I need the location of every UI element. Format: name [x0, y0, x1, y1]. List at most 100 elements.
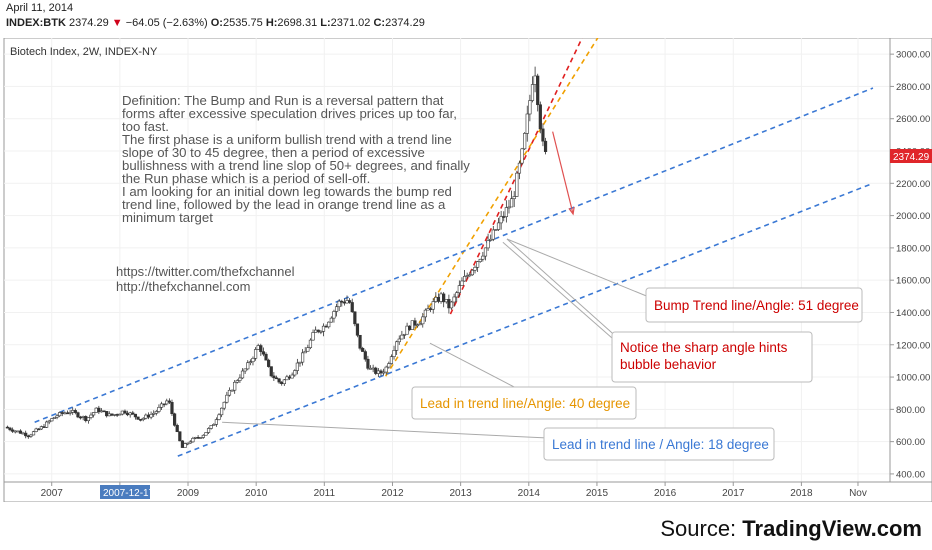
candle-body [39, 426, 43, 430]
candle-body [105, 411, 109, 417]
candle-body [165, 400, 169, 405]
candle-body [342, 301, 346, 304]
candle-body [408, 325, 412, 330]
candle-body [306, 347, 310, 352]
svg-text:Bump Trend line/Angle: 51 degr: Bump Trend line/Angle: 51 degree [654, 298, 859, 313]
y-tick-label: 600.00 [896, 437, 925, 448]
price-axis[interactable]: 400.00 600.00 800.00 1000.00 1200.00 1400.00 1… [890, 50, 930, 481]
candle-body [196, 437, 200, 439]
candle-body [280, 381, 284, 385]
candle-body [230, 389, 234, 392]
candle-body [481, 255, 485, 260]
definition-line: I am looking for an initial down leg tow… [122, 184, 452, 199]
twitter-link[interactable]: https://twitter.com/thefxchannel [116, 264, 295, 279]
svg-text:bubble behavior: bubble behavior [620, 357, 717, 372]
website-link[interactable]: http://thefxchannel.com [116, 279, 250, 294]
candle-body [366, 358, 370, 369]
candle-body [86, 417, 90, 422]
down-arrow-icon: ▼ [111, 17, 123, 29]
candle-body [436, 297, 441, 302]
candle-body [405, 325, 409, 335]
quote-line: INDEX:BTK 2374.29 ▼ −64.05 (−2.63%) O:25… [6, 17, 425, 29]
candle-body [512, 196, 516, 200]
candle-body [238, 377, 242, 381]
candle-body [509, 198, 514, 208]
candle-body [473, 266, 477, 271]
candle-body [507, 206, 511, 209]
candle-body [410, 320, 414, 330]
candle-body [541, 128, 545, 142]
candle-body [272, 375, 276, 379]
callout-sharp-angle: Notice the sharp angle hints bubble beha… [611, 331, 813, 383]
candle-body [387, 363, 391, 368]
x-tick-label: 2010 [245, 488, 268, 499]
candle-body [449, 301, 454, 309]
candle-body [13, 430, 17, 433]
candle-body [220, 407, 224, 416]
candle-body [76, 412, 80, 418]
candle-body [24, 432, 28, 437]
definition-line: too fast. [122, 119, 169, 134]
trend-line[interactable] [34, 87, 874, 424]
candle-body [42, 426, 46, 428]
candle-body [465, 275, 469, 277]
candle-body [55, 415, 59, 418]
candle-body [47, 420, 51, 423]
price-chart[interactable]: 400.00 600.00 800.00 1000.00 1200.00 1400.00 1… [0, 38, 932, 502]
candle-body [18, 430, 23, 434]
callout-lead-in-18: Lead in trend line / Angle: 18 degree [543, 427, 775, 461]
current-price-label: 2374.29 [893, 152, 930, 163]
candle-body [520, 148, 524, 164]
y-tick-label: 2000.00 [896, 211, 930, 222]
callout-lead-in-40: Lead in trend line/Angle: 40 degree [411, 386, 637, 420]
definition-line: Definition: The Bump and Run is a revers… [122, 93, 444, 108]
y-tick-label: 3000.00 [896, 50, 930, 61]
trend-line[interactable] [384, 38, 604, 377]
candle-body [413, 320, 417, 326]
candle-body [402, 333, 407, 336]
candle-body [159, 403, 164, 408]
candle-body [295, 362, 299, 371]
candle-body [60, 412, 64, 414]
x-tick-label: 2013 [450, 488, 473, 499]
candle-body [235, 380, 239, 383]
candle-body [73, 410, 77, 413]
y-tick-label: 2800.00 [896, 82, 930, 93]
candle-body [26, 435, 30, 438]
candle-body [337, 300, 341, 308]
candle-body [504, 207, 508, 218]
y-tick-label: 1000.00 [896, 373, 930, 384]
candle-body [115, 414, 119, 416]
candle-body [423, 309, 427, 318]
y-tick-label: 1600.00 [896, 276, 930, 287]
candle-body [361, 347, 365, 352]
y-tick-label: 2200.00 [896, 179, 930, 190]
candle-body [457, 285, 461, 294]
candle-body [434, 297, 438, 302]
x-tick-label: Nov [849, 488, 867, 499]
last-price: 2374.29 [68, 17, 109, 29]
candle-body [212, 424, 216, 426]
candle-body [447, 299, 451, 309]
candle-body [152, 412, 156, 415]
candle-body [120, 410, 124, 415]
callout-pointer [506, 238, 667, 305]
candle-body [84, 416, 88, 422]
candle-body [133, 413, 138, 418]
candle-body [355, 323, 360, 336]
candle-body [470, 269, 475, 276]
candle-body [186, 442, 190, 445]
candle-body [392, 350, 396, 357]
candle-body [298, 361, 302, 364]
candle-body [222, 401, 226, 409]
x-tick-label: 2015 [586, 488, 609, 499]
candle-body [400, 334, 404, 340]
trend-line[interactable] [177, 182, 874, 457]
candle-body [353, 311, 357, 325]
candle-body [308, 339, 313, 348]
definition-text-block: Definition: The Bump and Run is a revers… [122, 93, 470, 225]
trend-line[interactable] [449, 38, 586, 315]
candle-body [460, 280, 464, 286]
candle-body [384, 366, 388, 373]
callout-pointer [429, 342, 521, 391]
